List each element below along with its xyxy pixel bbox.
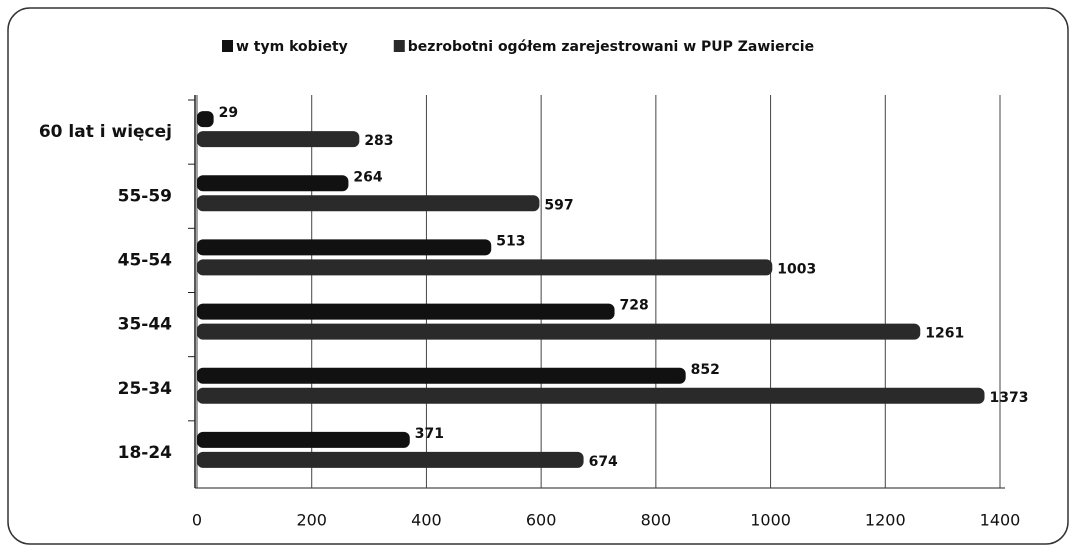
y-tick-label: 25-34 [118, 379, 173, 399]
x-tick-label: 800 [641, 511, 672, 530]
legend-label: bezrobotni ogółem zarejestrowani w PUP Z… [408, 39, 814, 55]
bar [197, 259, 773, 276]
bar [197, 431, 410, 448]
x-tick-label: 200 [296, 511, 327, 530]
value-label: 1261 [925, 326, 964, 342]
bar [197, 175, 349, 192]
legend-label: w tym kobiety [236, 39, 348, 55]
y-tick-label: 18-24 [118, 443, 173, 463]
x-tick-label: 1200 [865, 511, 906, 530]
value-label: 283 [364, 133, 393, 149]
value-label: 1373 [990, 390, 1029, 406]
bar [197, 111, 214, 128]
x-tick-label: 1400 [980, 511, 1021, 530]
value-label: 264 [353, 169, 382, 185]
bar [197, 239, 492, 256]
bar [197, 451, 584, 468]
value-label: 29 [219, 105, 238, 121]
value-label: 674 [589, 454, 618, 470]
x-tick-label: 0 [192, 511, 202, 530]
y-tick-label: 35-44 [118, 315, 173, 335]
value-label: 728 [620, 298, 649, 314]
y-tick-label: 55-59 [118, 186, 172, 206]
bar [197, 367, 686, 384]
x-tick-label: 1000 [750, 511, 791, 530]
x-tick-label: 400 [411, 511, 442, 530]
value-label: 1003 [777, 261, 816, 277]
value-label: 852 [691, 362, 720, 378]
value-label: 371 [415, 426, 444, 442]
bar [197, 195, 540, 212]
x-tick-label: 600 [526, 511, 557, 530]
value-label: 597 [544, 197, 573, 213]
bar [197, 323, 921, 340]
y-tick-label: 45-54 [118, 250, 173, 270]
value-label: 513 [496, 233, 525, 249]
bar [197, 131, 360, 148]
legend-swatch [222, 40, 233, 52]
legend-swatch [393, 40, 405, 52]
bar [197, 387, 985, 404]
bar [197, 303, 615, 320]
y-tick-label: 60 lat i więcej [39, 122, 172, 142]
